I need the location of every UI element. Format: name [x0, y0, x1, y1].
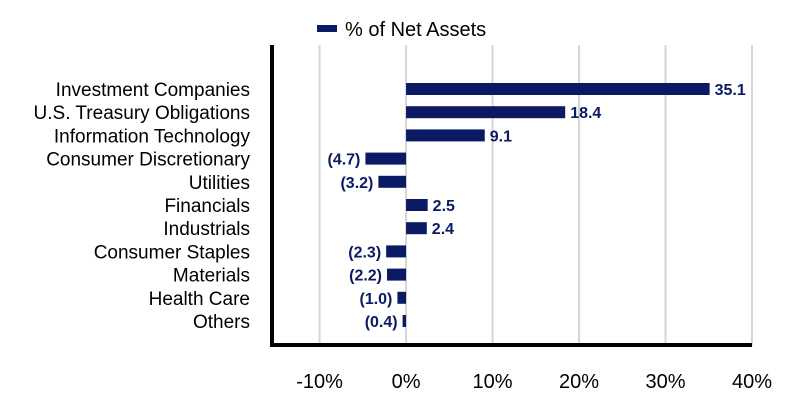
bar: [402, 315, 407, 327]
legend-label: % of Net Assets: [345, 19, 486, 41]
x-tick-label: -10%: [296, 371, 343, 393]
category-label: Consumer Staples: [94, 242, 250, 263]
category-label: Others: [193, 312, 250, 333]
category-label: Health Care: [149, 289, 250, 310]
data-label: 2.5: [433, 198, 455, 215]
category-label: Investment Companies: [56, 80, 250, 101]
data-label: 18.4: [570, 105, 601, 122]
x-tick-label: 10%: [473, 371, 513, 393]
bar: [387, 268, 407, 281]
category-label: Information Technology: [54, 126, 251, 147]
bar: [397, 291, 407, 304]
x-tick-labels: -10% 0% 10% 20% 30% 40%: [296, 371, 772, 393]
legend-swatch: [317, 25, 337, 32]
x-tick-label: 0%: [392, 371, 421, 393]
x-tick-label: 20%: [559, 371, 599, 393]
bar: [406, 106, 566, 119]
bar: [406, 199, 428, 211]
category-label: Materials: [173, 266, 250, 287]
x-tick-label: 30%: [645, 371, 685, 393]
data-labels: 35.1 18.4 9.1 (4.7) (3.2) 2.5 2.4 (2.3) (2.2) (1.…: [327, 82, 745, 331]
data-label: (4.7): [327, 152, 360, 169]
data-label: (2.2): [349, 268, 382, 285]
legend: % of Net Assets: [317, 19, 486, 41]
data-label: 35.1: [715, 82, 746, 99]
category-label: Utilities: [189, 173, 250, 194]
data-label: (1.0): [359, 291, 392, 308]
bar: [365, 152, 407, 165]
x-tick-label: 40%: [732, 371, 772, 393]
category-label: U.S. Treasury Obligations: [34, 103, 250, 124]
category-label: Financials: [164, 196, 250, 217]
bars: [365, 83, 710, 327]
bar: [406, 129, 485, 142]
data-label: (0.4): [365, 314, 398, 331]
bar: [406, 222, 427, 235]
data-label: (3.2): [340, 175, 373, 192]
category-label: Industrials: [163, 219, 250, 240]
axes: [270, 45, 752, 347]
category-label: Consumer Discretionary: [46, 150, 250, 171]
bar: [386, 245, 407, 258]
bar: [406, 83, 710, 95]
bar: [378, 175, 407, 188]
data-label: (2.3): [348, 244, 381, 261]
data-label: 9.1: [490, 128, 512, 145]
data-label: 2.4: [432, 221, 454, 238]
